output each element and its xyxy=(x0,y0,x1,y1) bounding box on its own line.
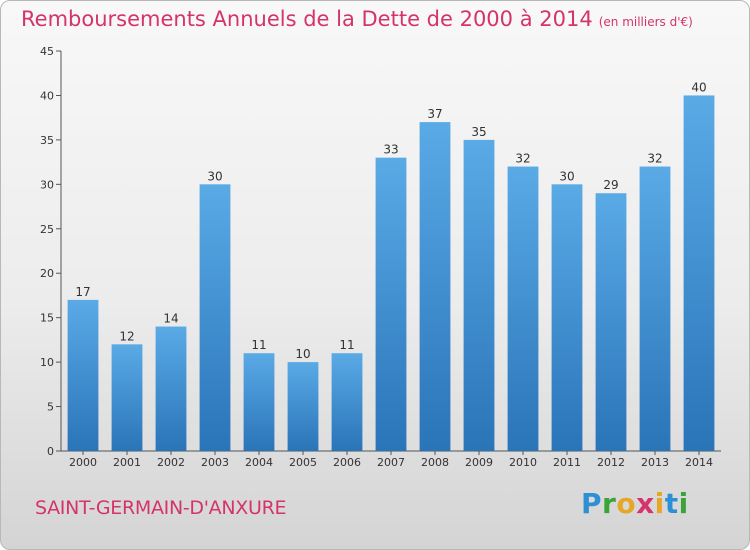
x-tick-label: 2003 xyxy=(201,456,229,469)
bar xyxy=(463,139,495,451)
data-label: 30 xyxy=(207,169,222,183)
logo-letter: r xyxy=(602,487,617,520)
data-label: 32 xyxy=(647,152,662,166)
data-label: 10 xyxy=(295,347,310,361)
bar xyxy=(639,166,671,452)
y-tick-label: 45 xyxy=(40,45,54,58)
x-tick-label: 2013 xyxy=(641,456,669,469)
bar xyxy=(375,157,407,451)
bar xyxy=(595,193,627,451)
x-tick-label: 2014 xyxy=(685,456,713,469)
title-text: Remboursements Annuels de la Dette de 20… xyxy=(21,7,593,31)
data-label: 14 xyxy=(163,312,178,326)
data-label: 11 xyxy=(339,338,354,352)
x-tick-label: 2011 xyxy=(553,456,581,469)
x-tick-label: 2005 xyxy=(289,456,317,469)
y-tick-label: 10 xyxy=(40,356,54,369)
y-tick-label: 35 xyxy=(40,134,54,147)
y-tick-label: 25 xyxy=(40,223,54,236)
x-tick-label: 2007 xyxy=(377,456,405,469)
bar xyxy=(683,95,715,451)
data-label: 30 xyxy=(559,169,574,183)
y-tick-label: 40 xyxy=(40,89,54,102)
data-label: 40 xyxy=(691,80,706,94)
bar xyxy=(199,184,231,452)
x-tick-label: 2000 xyxy=(69,456,97,469)
data-label: 32 xyxy=(515,152,530,166)
logo-letter: o xyxy=(616,487,637,520)
y-tick-label: 0 xyxy=(47,445,54,458)
x-tick-label: 2006 xyxy=(333,456,361,469)
commune-name: SAINT-GERMAIN-D'ANXURE xyxy=(35,497,287,519)
bar xyxy=(67,299,99,451)
logo-letter: i xyxy=(678,487,689,520)
bar xyxy=(155,326,187,451)
x-tick-label: 2012 xyxy=(597,456,625,469)
data-label: 33 xyxy=(383,143,398,157)
logo-letter: t xyxy=(664,487,679,520)
data-label: 35 xyxy=(471,125,486,139)
logo-letter: P xyxy=(581,487,603,520)
bar xyxy=(419,122,451,451)
bar xyxy=(111,344,143,451)
y-tick-label: 5 xyxy=(47,401,54,414)
x-tick-label: 2001 xyxy=(113,456,141,469)
bar xyxy=(243,353,275,451)
data-label: 11 xyxy=(251,338,266,352)
data-label: 37 xyxy=(427,107,442,121)
proxiti-logo: Proxiti xyxy=(581,487,689,520)
x-tick-label: 2009 xyxy=(465,456,493,469)
logo-letter: i xyxy=(654,487,665,520)
chart-title: Remboursements Annuels de la Dette de 20… xyxy=(21,7,693,31)
bar xyxy=(331,353,363,451)
bar xyxy=(551,184,583,452)
y-tick-label: 15 xyxy=(40,312,54,325)
data-label: 29 xyxy=(603,178,618,192)
logo-letter: x xyxy=(636,487,655,520)
bar xyxy=(507,166,539,452)
data-label: 17 xyxy=(75,285,90,299)
y-tick-label: 20 xyxy=(40,267,54,280)
x-tick-label: 2004 xyxy=(245,456,273,469)
x-tick-label: 2008 xyxy=(421,456,449,469)
data-label: 12 xyxy=(119,329,134,343)
x-tick-label: 2002 xyxy=(157,456,185,469)
y-tick-label: 30 xyxy=(40,178,54,191)
bar xyxy=(287,362,319,451)
x-tick-label: 2010 xyxy=(509,456,537,469)
chart-subtitle: (en milliers d'€) xyxy=(598,15,693,29)
